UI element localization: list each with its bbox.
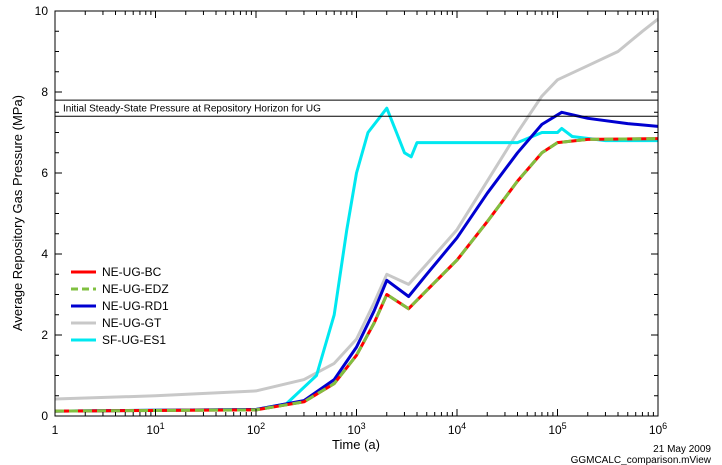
series-line xyxy=(54,137,659,413)
x-tick-label: 105 xyxy=(548,421,566,437)
footer-date: 21 May 2009 xyxy=(653,444,711,455)
x-tick-label: 1 xyxy=(52,423,59,437)
y-axis-title: Average Repository Gas Pressure (MPa) xyxy=(10,95,25,331)
legend-label: SF-UG-ES1 xyxy=(102,333,166,347)
series-line xyxy=(54,110,659,413)
series-layer xyxy=(54,17,659,413)
legend-label: NE-UG-BC xyxy=(102,265,162,279)
series-line xyxy=(54,106,658,413)
x-axis-title: Time (a) xyxy=(332,437,380,452)
x-tick-label: 106 xyxy=(649,421,667,437)
reference-line-label: Initial Steady-State Pressure at Reposit… xyxy=(63,103,321,114)
y-tick-label: 4 xyxy=(41,247,48,261)
y-tick-label: 8 xyxy=(41,85,48,99)
y-tick-label: 0 xyxy=(41,409,48,423)
y-tick-label: 6 xyxy=(41,166,48,180)
footer-filename: GGMCALC_comparison.mView xyxy=(571,455,712,465)
reference-lines: Initial Steady-State Pressure at Reposit… xyxy=(55,99,658,117)
legend: NE-UG-BC NE-UG-EDZ NE-UG-RD1 NE-UG-GT SF-UG-… xyxy=(71,265,169,347)
legend-label: NE-UG-GT xyxy=(102,316,162,330)
y-tick-label: 2 xyxy=(41,328,48,342)
series-line xyxy=(54,17,659,401)
legend-label: NE-UG-RD1 xyxy=(102,299,169,313)
y-tick-label: 10 xyxy=(35,4,49,18)
legend-label: NE-UG-EDZ xyxy=(102,282,169,296)
x-tick-label: 102 xyxy=(247,421,265,437)
x-tick-label: 104 xyxy=(448,421,466,437)
x-tick-label: 103 xyxy=(347,421,365,437)
x-tick-label: 101 xyxy=(146,421,164,437)
axis-ticks: 1 101 102 103 104 105 106 0 2 4 6 8 10 xyxy=(35,4,668,437)
